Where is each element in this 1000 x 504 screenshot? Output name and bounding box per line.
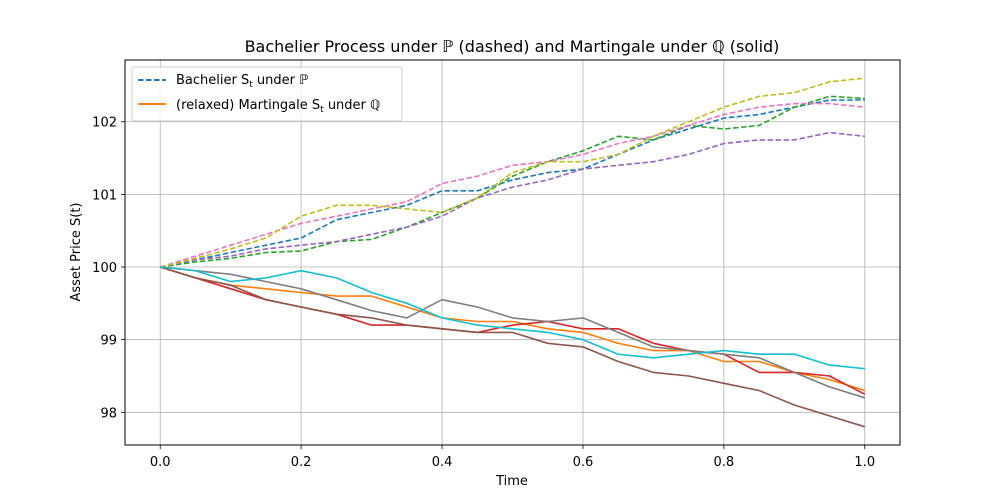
y-tick-label: 101	[92, 188, 117, 203]
x-tick-label: 0.8	[714, 455, 735, 470]
series-line-9-solid	[160, 266, 865, 370]
x-tick-label: 0.4	[432, 455, 453, 470]
chart-title: Bachelier Process under ℙ (dashed) and M…	[245, 37, 780, 56]
x-tick-label: 0.6	[573, 455, 594, 470]
series-line-5-solid	[159, 266, 866, 392]
legend-entry-bachelier: Bachelier St under ℙ	[176, 73, 308, 90]
legend-entry-martingale-label: (relaxed) Martingale S	[176, 98, 320, 113]
series-line-0-dashed	[160, 99, 865, 268]
legend: Bachelier St under ℙ (relaxed) Martingal…	[131, 66, 403, 122]
x-axis-ticks: 0.0 0.2 0.4 0.6 0.8 1.0	[150, 445, 875, 470]
x-tick-label: 0.0	[150, 455, 171, 470]
y-axis-ticks: 98 99 100 101 102	[92, 116, 125, 421]
series-line-8-solid	[160, 266, 866, 399]
y-axis-label: Asset Price S(t)	[69, 202, 84, 301]
series-layer	[159, 77, 866, 428]
x-tick-label: 1.0	[854, 455, 875, 470]
axes-frame	[124, 59, 901, 446]
series-line-1-dashed	[160, 95, 865, 268]
x-axis-label: Time	[495, 474, 528, 489]
y-tick-label: 100	[92, 261, 117, 276]
legend-box	[131, 66, 403, 122]
series-line-4-dashed	[160, 77, 865, 268]
legend-entry-bachelier-sub: t	[249, 80, 253, 90]
grid	[125, 60, 900, 445]
legend-entry-martingale: (relaxed) Martingale St under ℚ	[176, 98, 380, 115]
legend-entry-bachelier-label: Bachelier S	[176, 73, 249, 88]
series-line-2-dashed	[160, 131, 865, 268]
y-tick-label: 98	[100, 406, 117, 421]
legend-entry-martingale-suffix: under ℚ	[324, 98, 381, 113]
y-tick-label: 102	[92, 116, 117, 131]
y-tick-label: 99	[100, 334, 117, 349]
legend-entry-martingale-sub: t	[320, 105, 324, 115]
series-line-7-solid	[159, 266, 866, 428]
legend-entry-bachelier-suffix: under ℙ	[253, 73, 308, 88]
x-tick-label: 0.2	[291, 455, 312, 470]
